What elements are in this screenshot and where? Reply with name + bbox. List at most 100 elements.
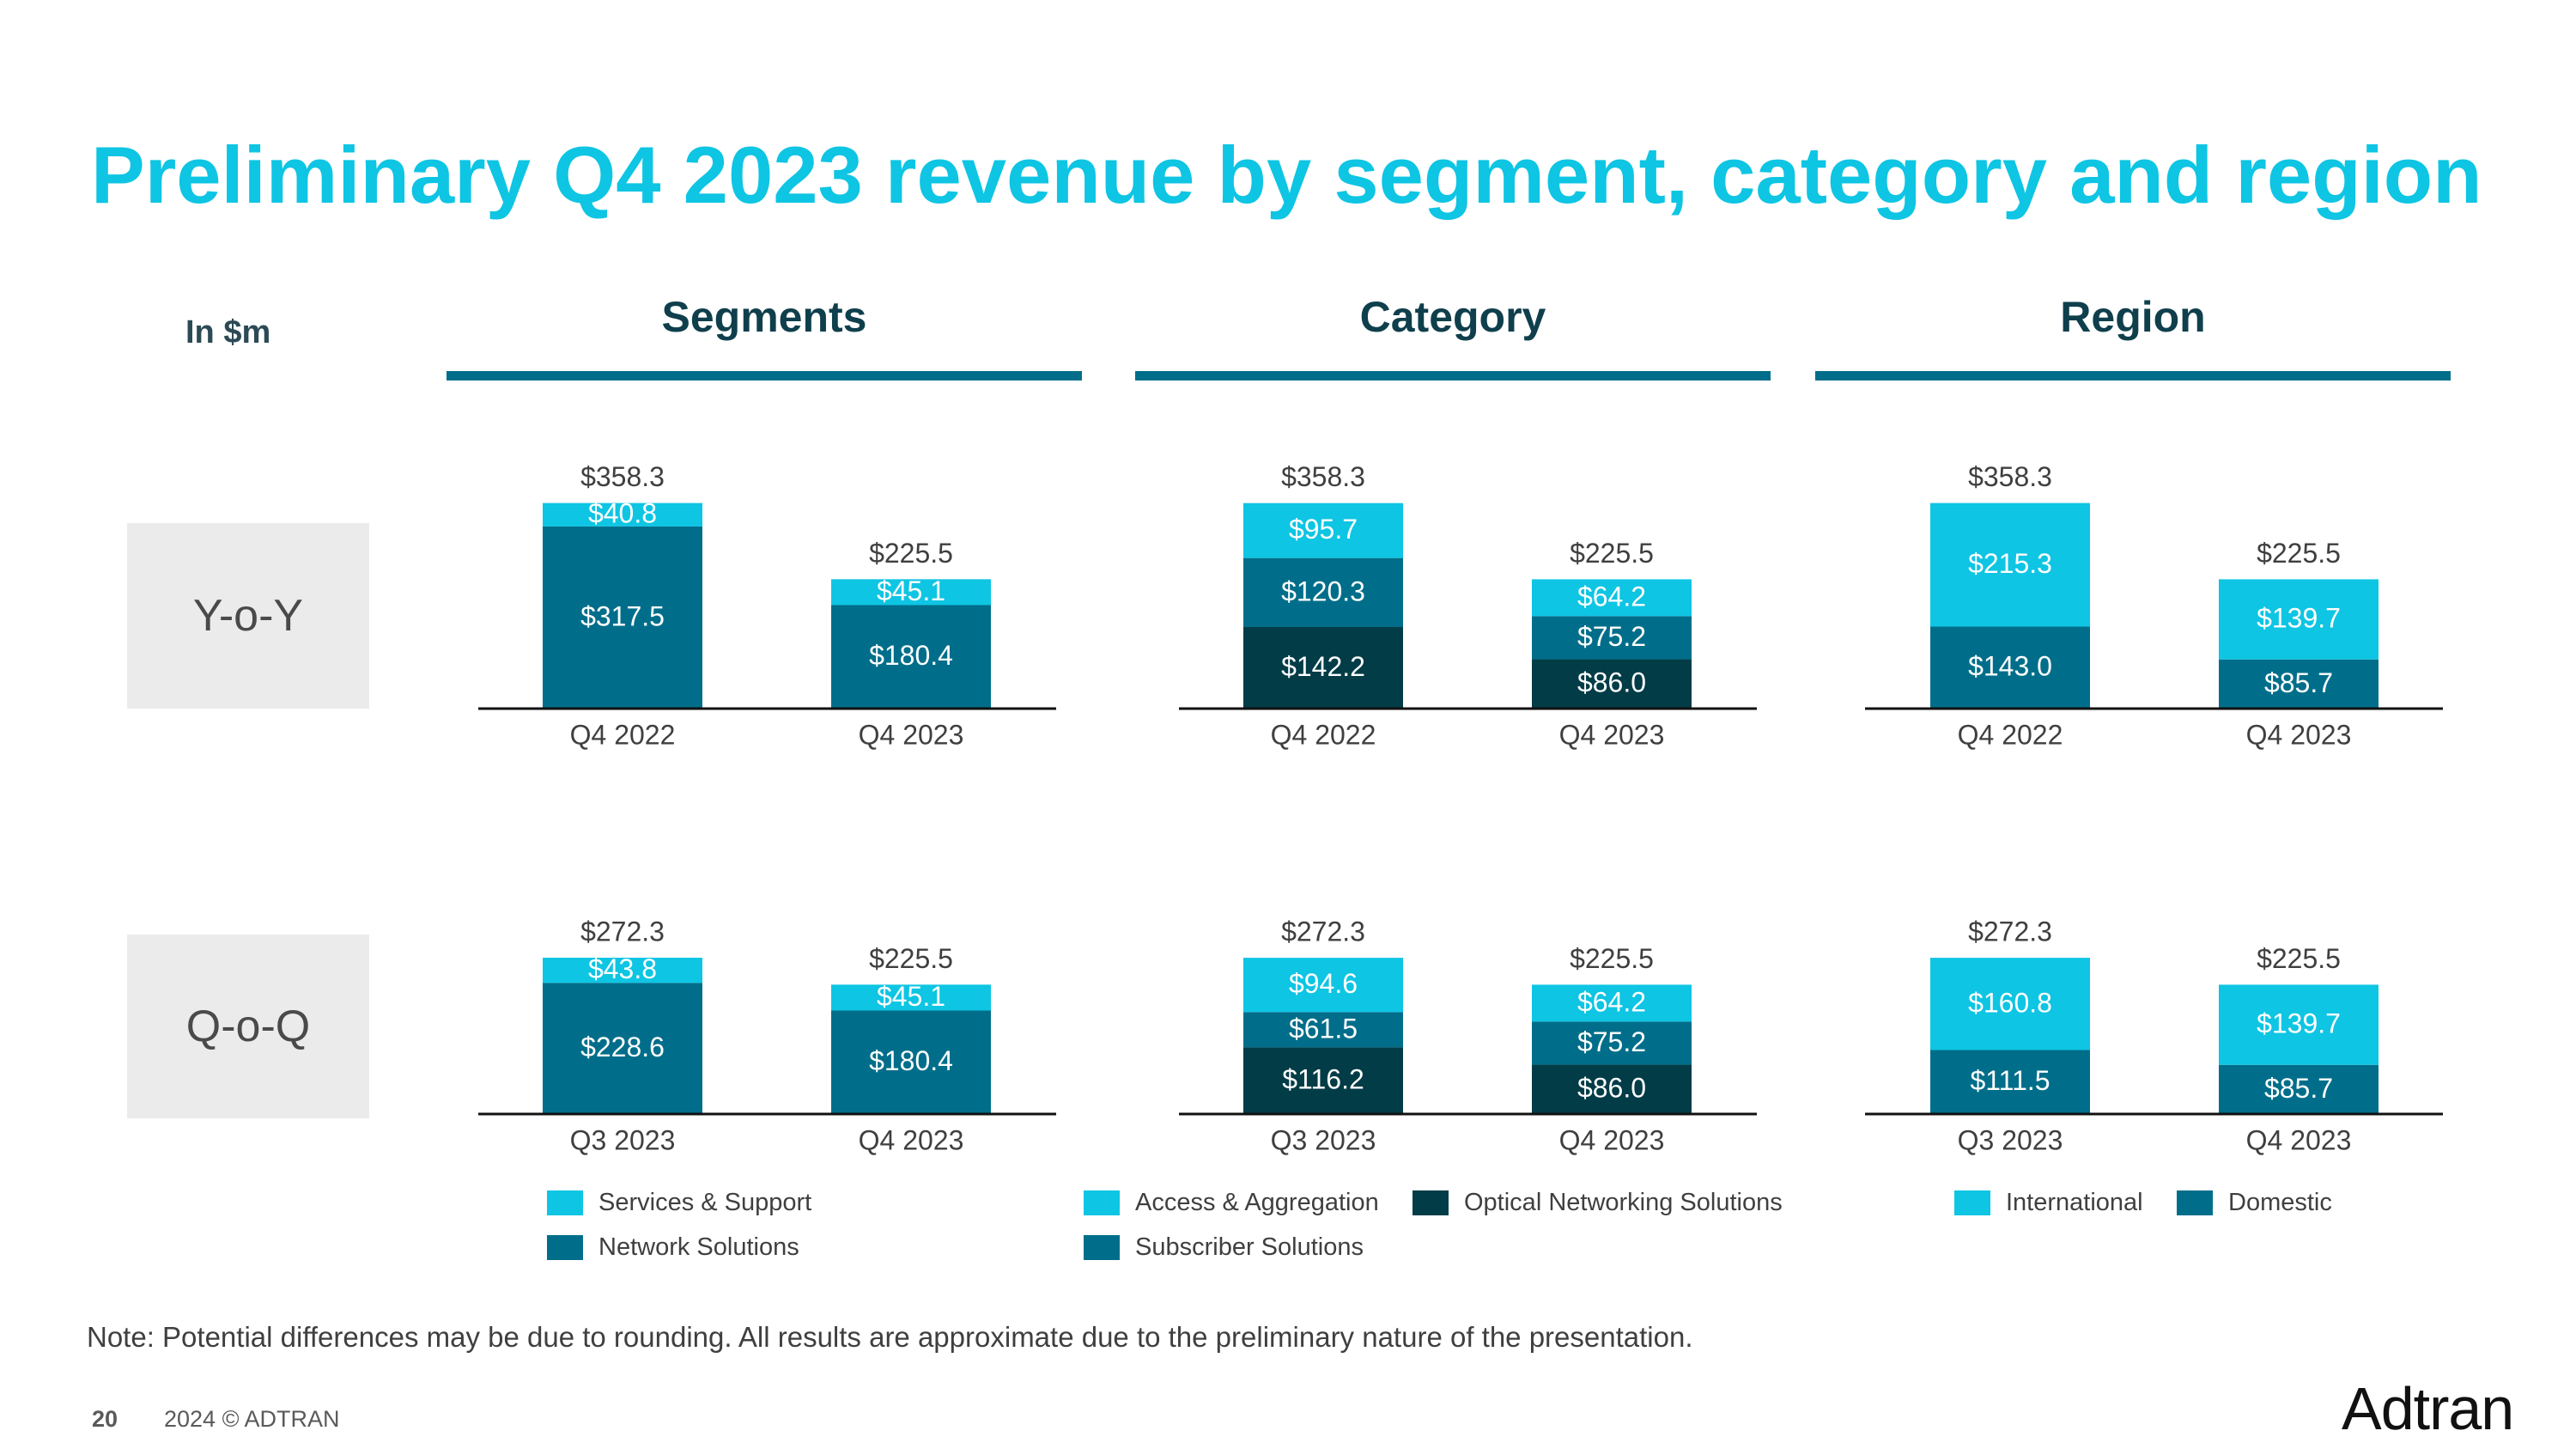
bar-total-label: $272.3 xyxy=(1281,916,1365,947)
page-title: Preliminary Q4 2023 revenue by segment, … xyxy=(91,130,2482,220)
legend-swatch-subscriber-solutions xyxy=(1084,1235,1120,1260)
bar-segment xyxy=(1930,502,2090,627)
region-header-rule xyxy=(1815,371,2451,381)
x-tick-label: Q4 2023 xyxy=(2246,1124,2352,1155)
bar-segment xyxy=(1930,958,2090,1050)
bar-segment xyxy=(543,983,702,1114)
bar-total-label: $225.5 xyxy=(1570,538,1654,569)
bar-total-label: $358.3 xyxy=(1968,461,2052,492)
legend-swatch-domestic xyxy=(2177,1190,2213,1215)
bar-total-label: $358.3 xyxy=(1281,461,1365,492)
bar-value-label: $85.7 xyxy=(2264,1073,2333,1104)
x-tick-label: Q4 2023 xyxy=(1559,719,1665,750)
bar-value-label: $143.0 xyxy=(1968,651,2052,682)
legend-swatch-access-aggregation xyxy=(1084,1190,1120,1215)
column-header-segments: Segments xyxy=(661,293,867,341)
x-tick-label: Q4 2023 xyxy=(859,719,964,750)
legend-swatch-optical-networking xyxy=(1413,1190,1449,1215)
bar-value-label: $317.5 xyxy=(580,600,665,631)
bar-segment xyxy=(1243,557,1403,628)
bar-value-label: $180.4 xyxy=(869,1045,953,1076)
bar-segment xyxy=(1243,627,1403,709)
x-tick-label: Q4 2023 xyxy=(859,1124,964,1155)
legend-swatch-services-support xyxy=(547,1190,583,1215)
bar-segment xyxy=(1532,984,1692,1022)
bar-value-label: $75.2 xyxy=(1577,1026,1646,1057)
bar-segment xyxy=(2219,579,2379,660)
bar-total-label: $225.5 xyxy=(869,538,953,569)
x-tick-label: Q4 2022 xyxy=(1271,719,1376,750)
footnote: Note: Potential differences may be due t… xyxy=(87,1321,1693,1353)
bar-value-label: $160.8 xyxy=(1968,987,2052,1018)
legend-label: Access & Aggregation xyxy=(1135,1189,1379,1216)
legend-label: Domestic xyxy=(2228,1189,2332,1216)
bar-value-label: $94.6 xyxy=(1289,968,1358,999)
bar-segment xyxy=(1930,1050,2090,1114)
bar-value-label: $215.3 xyxy=(1968,548,2052,579)
legend-label: International xyxy=(2006,1189,2143,1216)
legend-item-access-aggregation: Access & Aggregation xyxy=(1084,1189,1379,1217)
segments-header-rule xyxy=(447,371,1082,381)
x-tick-label: Q3 2023 xyxy=(1271,1124,1376,1155)
bar-segment xyxy=(1532,616,1692,660)
bar-segment xyxy=(1243,958,1403,1013)
bar-value-label: $75.2 xyxy=(1577,621,1646,652)
bar-segment xyxy=(2219,984,2379,1065)
copyright: 2024 © ADTRAN xyxy=(164,1406,340,1432)
x-tick-label: Q3 2023 xyxy=(1958,1124,2063,1155)
bar-value-label: $40.8 xyxy=(588,498,657,529)
bar-segment xyxy=(2219,659,2379,709)
bar-segment xyxy=(831,1010,991,1114)
bar-value-label: $64.2 xyxy=(1577,986,1646,1017)
bar-value-label: $85.7 xyxy=(2264,667,2333,698)
bar-value-label: $45.1 xyxy=(877,575,945,606)
legend-label: Network Solutions xyxy=(598,1233,799,1261)
bar-value-label: $139.7 xyxy=(2257,603,2341,634)
unit-label: In $m xyxy=(185,314,271,350)
bar-total-label: $225.5 xyxy=(1570,943,1654,974)
x-tick-label: Q4 2022 xyxy=(1958,719,2063,750)
legend-item-subscriber-solutions: Subscriber Solutions xyxy=(1084,1233,1364,1262)
bar-value-label: $228.6 xyxy=(580,1032,665,1062)
legend-item-domestic: Domestic xyxy=(2177,1189,2332,1217)
bar-segment xyxy=(831,605,991,709)
bar-segment xyxy=(1532,579,1692,617)
legend-item-network-solutions: Network Solutions xyxy=(547,1233,799,1262)
bar-segment xyxy=(1243,1012,1403,1048)
bar-total-label: $272.3 xyxy=(1968,916,2052,947)
x-tick-label: Q3 2023 xyxy=(570,1124,676,1155)
category-header-rule xyxy=(1135,371,1771,381)
column-header-category: Category xyxy=(1359,293,1546,341)
bar-total-label: $225.5 xyxy=(2257,943,2341,974)
legend-label: Services & Support xyxy=(598,1189,812,1216)
row-label-yoy: Y-o-Y xyxy=(127,523,369,709)
bar-value-label: $95.7 xyxy=(1289,514,1358,545)
bar-value-label: $111.5 xyxy=(1970,1065,2050,1096)
bar-value-label: $86.0 xyxy=(1577,1073,1646,1104)
bar-value-label: $45.1 xyxy=(877,981,945,1012)
legend-item-optical-networking: Optical Networking Solutions xyxy=(1413,1189,1783,1217)
bar-value-label: $61.5 xyxy=(1289,1013,1358,1044)
bar-segment xyxy=(543,502,702,527)
bar-segment xyxy=(1930,626,2090,709)
bar-segment xyxy=(1243,1047,1403,1114)
legend-item-international: International xyxy=(1954,1189,2143,1217)
bar-value-label: $86.0 xyxy=(1577,667,1646,698)
bar-segment xyxy=(1532,1064,1692,1114)
x-tick-label: Q4 2022 xyxy=(570,719,676,750)
bar-segment xyxy=(1532,1021,1692,1065)
row-label-qoq: Q-o-Q xyxy=(127,935,369,1118)
bar-value-label: $139.7 xyxy=(2257,1008,2341,1039)
bar-value-label: $116.2 xyxy=(1282,1064,1364,1095)
legend-swatch-international xyxy=(1954,1190,1990,1215)
legend-label: Subscriber Solutions xyxy=(1135,1233,1364,1261)
page-number: 20 xyxy=(92,1406,118,1432)
bar-segment xyxy=(543,958,702,983)
column-header-region: Region xyxy=(2060,293,2206,341)
bar-segment xyxy=(1243,502,1403,558)
bar-segment xyxy=(831,984,991,1011)
bar-segment xyxy=(831,579,991,606)
bar-value-label: $64.2 xyxy=(1577,581,1646,612)
adtran-logo: Adtran xyxy=(2342,1375,2514,1442)
